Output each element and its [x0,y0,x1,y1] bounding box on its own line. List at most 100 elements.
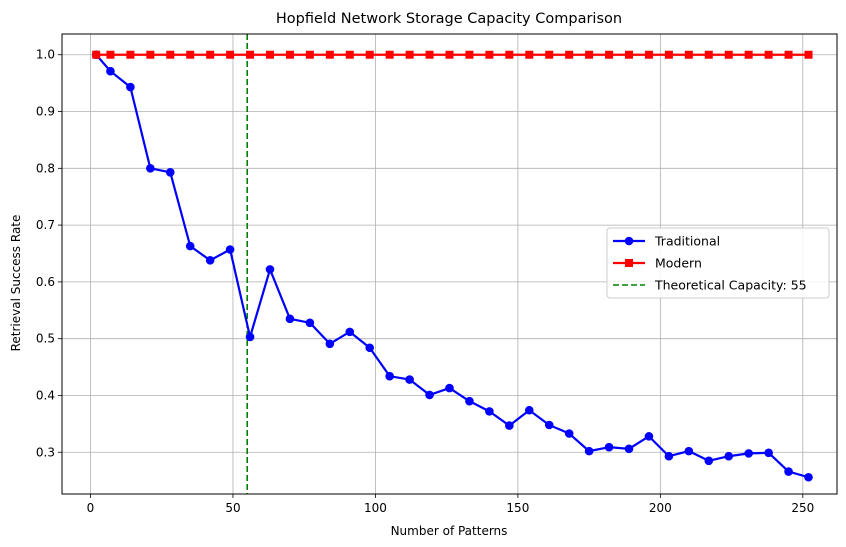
traditional-marker [445,383,454,393]
modern-marker [804,50,813,59]
modern-marker [565,50,574,59]
x-tick-label: 250 [791,501,814,515]
y-tick-label: 1.0 [36,48,55,62]
traditional-marker [644,432,654,441]
traditional-marker [425,390,434,400]
x-axis-label: Number of Patterns [391,524,508,538]
traditional-marker [165,167,175,177]
legend: Traditional Modern Theoretical Capacity: 5… [606,227,830,299]
traditional-marker [265,265,275,274]
traditional-marker [704,456,714,466]
modern-marker [485,50,494,59]
traditional-marker [205,256,215,265]
modern-marker [385,50,394,59]
y-tick-label: 0.3 [36,445,55,459]
modern-marker [445,50,454,59]
modern-marker [505,50,514,59]
legend-box [606,227,830,299]
traditional-marker [225,245,235,254]
chart-title: Hopfield Network Storage Capacity Compar… [276,11,622,27]
y-tick-label: 0.5 [36,332,55,346]
modern-marker [764,50,773,59]
traditional-marker [505,421,514,430]
modern-marker [126,50,135,59]
modern-marker [146,50,155,59]
modern-marker [664,50,673,59]
modern-marker [345,50,354,59]
traditional-marker [524,405,534,415]
traditional-marker [784,467,793,476]
y-axis-label: Retrieval Success Rate [9,215,23,352]
series-layer [91,50,813,482]
traditional-marker [544,420,554,430]
traditional-marker [385,371,394,381]
modern-marker [206,50,215,59]
traditional-marker [764,448,773,458]
traditional-marker [604,442,614,452]
traditional-marker [744,449,753,458]
modern-marker [405,50,414,59]
x-tick-label: 150 [506,501,529,515]
legend-label: Traditional [654,234,720,249]
plot-frame [61,33,838,495]
legend-marker [625,259,633,267]
modern-marker [285,50,294,59]
traditional-marker [325,339,335,349]
traditional-marker [245,332,255,342]
modern-marker [166,50,175,59]
legend-label: Modern [655,256,702,271]
traditional-marker [185,241,195,251]
modern-marker [465,50,474,59]
modern-marker [585,50,594,59]
y-tick-label: 0.6 [36,275,55,289]
modern-marker [605,50,614,59]
y-tick-label: 0.9 [36,105,55,119]
traditional-marker [345,327,355,337]
modern-marker [545,50,554,59]
traditional-series [91,50,813,482]
modern-marker [525,50,534,59]
modern-marker [724,50,733,59]
x-tick-label: 50 [225,501,240,515]
traditional-marker [564,429,574,438]
modern-marker [644,50,653,59]
y-tick-label: 0.8 [36,161,55,175]
traditional-marker [684,446,694,456]
x-tick-label: 200 [649,501,672,515]
traditional-marker [664,451,674,461]
modern-marker [744,50,753,59]
traditional-marker [485,407,494,416]
modern-marker [265,50,274,59]
modern-marker [92,50,101,59]
modern-marker [684,50,693,59]
modern-marker [425,50,434,59]
modern-series [92,50,813,59]
traditional-marker [465,396,474,406]
ticks: 0 50 100 150 200 250 0.3 0.4 0.5 0.6 0.7 0.8 0.9 1.0 [36,48,814,515]
modern-marker [325,50,334,59]
traditional-marker [305,318,315,328]
modern-marker [226,50,235,59]
modern-marker [106,50,115,59]
modern-marker [704,50,713,59]
x-tick-label: 0 [87,501,95,515]
modern-marker [305,50,314,59]
traditional-marker [365,343,375,353]
traditional-marker [724,451,734,461]
traditional-marker [285,314,295,324]
y-tick-label: 0.7 [36,218,55,232]
legend-marker [624,236,634,246]
modern-marker [784,50,793,59]
modern-marker [365,50,374,59]
traditional-marker [146,164,155,173]
traditional-marker [106,66,115,76]
y-tick-label: 0.4 [36,388,55,402]
traditional-marker [624,444,634,454]
traditional-marker [584,446,594,456]
x-tick-label: 100 [364,501,387,515]
modern-marker [186,50,195,59]
legend-label: Theoretical Capacity: 55 [654,278,807,293]
traditional-marker [804,472,813,482]
modern-marker [246,50,255,59]
